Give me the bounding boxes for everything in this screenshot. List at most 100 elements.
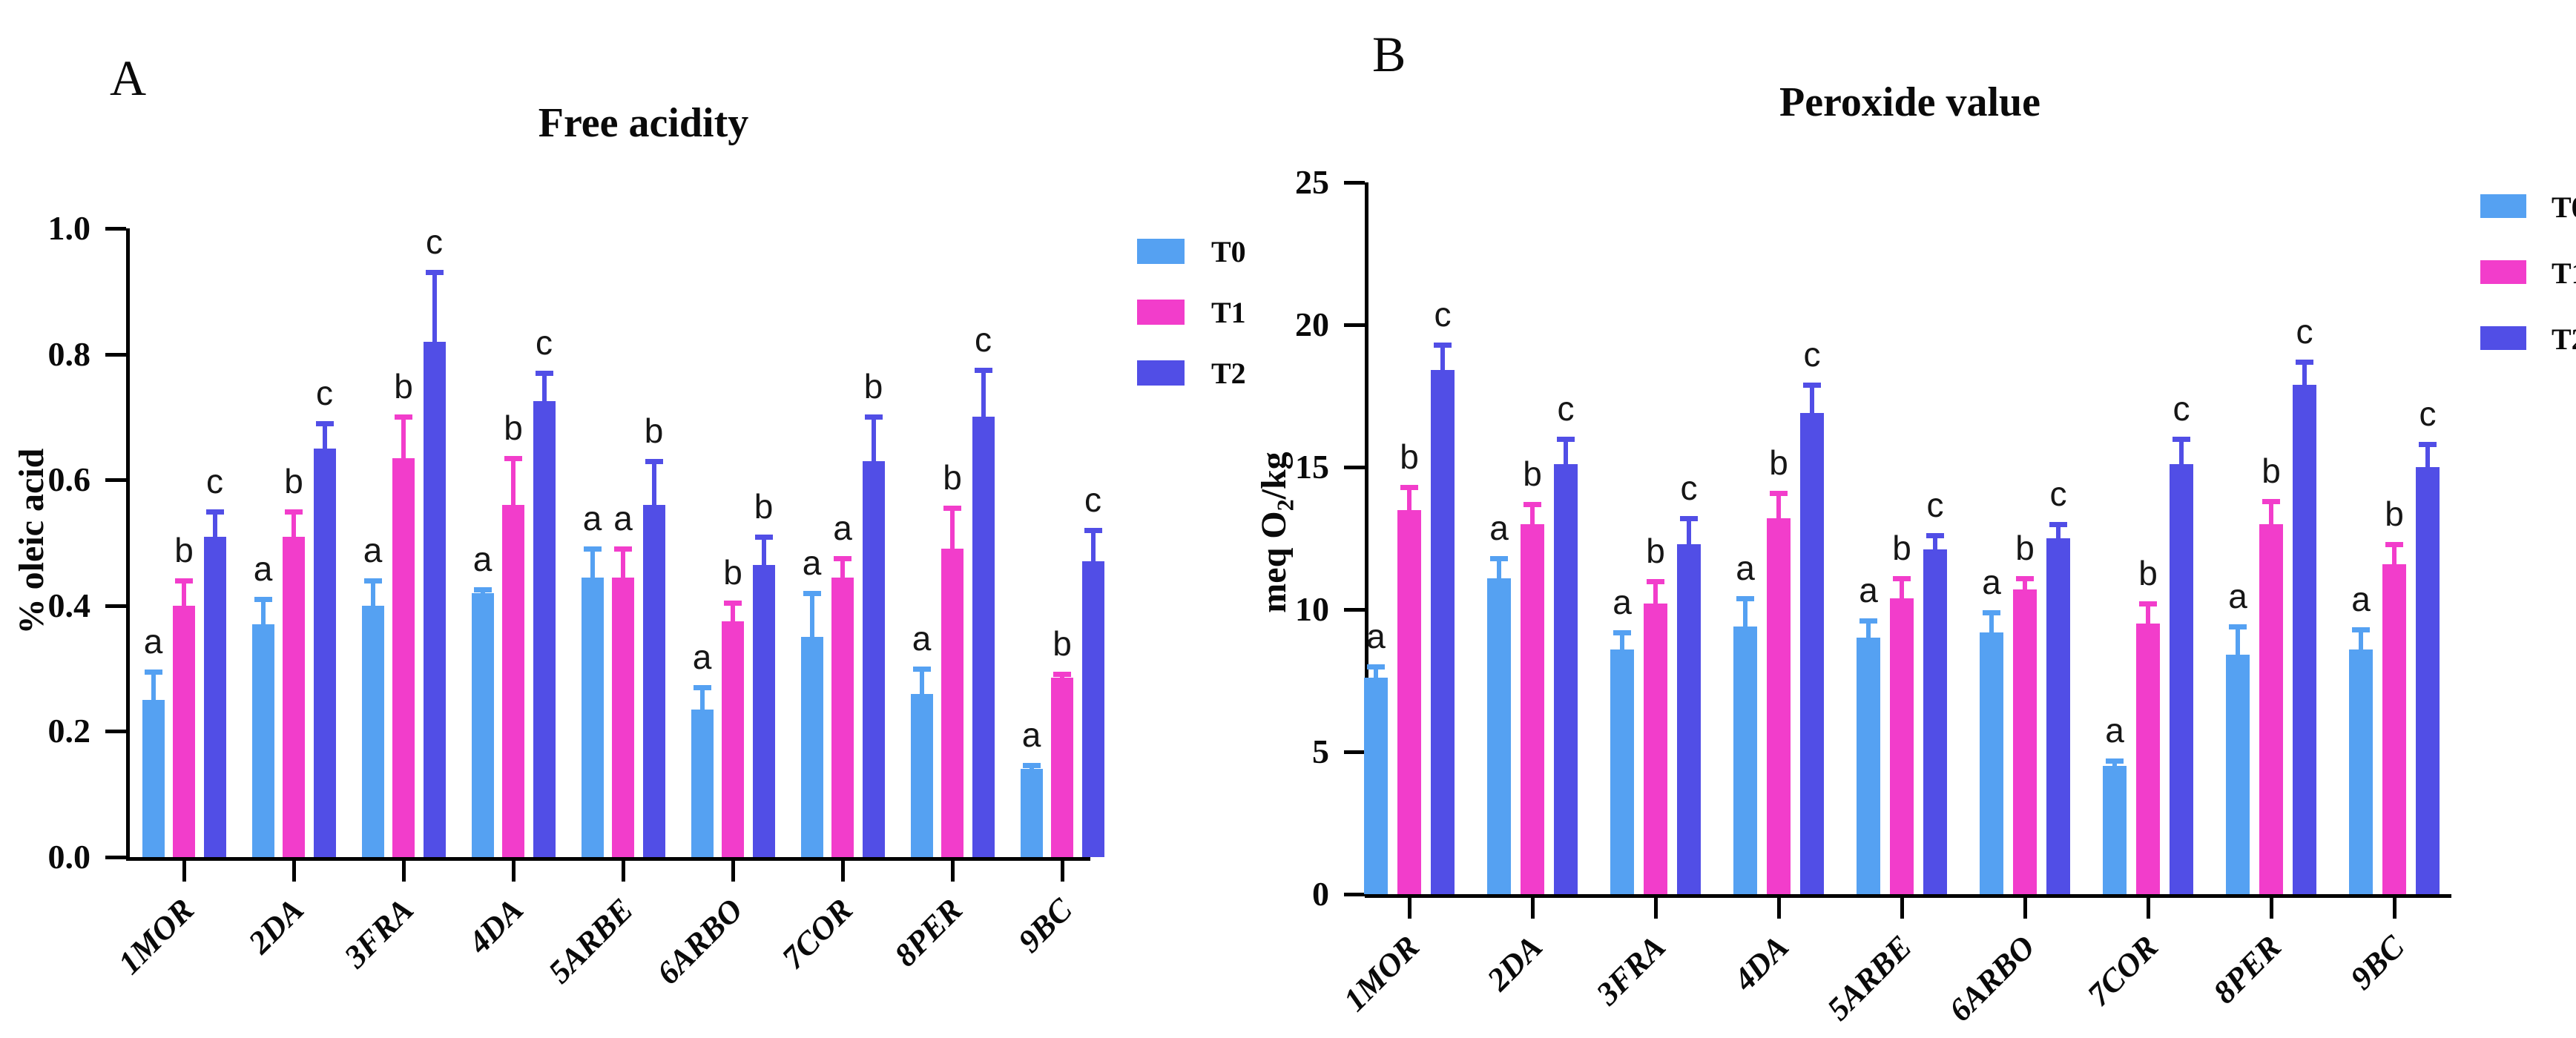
error-bar-T2-7COR [2179, 438, 2184, 465]
error-bar-T2-4DA [1810, 384, 1814, 414]
bar-T0-2DA [1487, 578, 1511, 894]
error-bar-cap-T1-8PER [943, 506, 961, 512]
x-tick [1061, 861, 1064, 882]
bar-T2-8PER [972, 417, 995, 857]
error-bar-T0-1MOR [1374, 666, 1378, 678]
error-bar-cap-T0-5ARBE [583, 546, 602, 552]
error-bar-T2-3FRA [1687, 518, 1691, 544]
bar-T0-8PER [2226, 655, 2250, 894]
sig-letter-T0-6ARBO: a [1982, 562, 2001, 601]
error-bar-T1-4DA [1776, 492, 1781, 519]
bar-T1-5ARBE [1890, 598, 1914, 894]
error-bar-cap-T0-7COR [803, 590, 821, 596]
error-bar-cap-T2-7COR [864, 414, 883, 420]
error-bar-T2-6ARBO [2056, 523, 2061, 538]
bar-T2-7COR [2170, 464, 2193, 894]
y-axis-label-meq-o2-kg: meq O2/kg [1254, 310, 1299, 755]
legend-row-T2: T2 [1137, 357, 1300, 390]
y-tick-label: 0.2 [47, 712, 91, 750]
sig-letter-T2-9BC: c [1084, 480, 1101, 520]
bar-T2-8PER [2293, 384, 2316, 894]
error-bar-cap-T1-2DA [285, 509, 303, 515]
sig-letter-T1-3FRA: b [394, 367, 413, 406]
error-bar-T1-1MOR [182, 580, 186, 606]
bar-T1-7COR [831, 577, 854, 857]
legend-row-T1: T1 [2480, 259, 2576, 290]
bar-T0-5ARBE [1857, 638, 1880, 894]
error-bar-cap-T2-4DA [1803, 382, 1821, 388]
x-tick [1408, 898, 1411, 919]
y-tick [1344, 181, 1365, 185]
error-bar-T0-7COR [809, 592, 814, 638]
y-tick-label: 0.4 [47, 586, 91, 624]
bar-T2-2DA [1554, 464, 1578, 894]
error-bar-cap-T1-6ARBO [2016, 575, 2034, 581]
sig-letter-T1-3FRA: b [1646, 531, 1665, 570]
error-bar-cap-T2-6ARBO [2049, 521, 2067, 527]
error-bar-cap-T0-8PER [2229, 624, 2247, 630]
error-bar-T2-7COR [871, 417, 876, 461]
y-tick [105, 352, 126, 357]
y-tick-label: 25 [1295, 163, 1329, 201]
error-bar-T1-6ARBO [2023, 578, 2027, 590]
error-bar-cap-T1-6ARBO [724, 600, 742, 606]
error-bar-T0-8PER [919, 668, 924, 694]
bar-T0-5ARBE [581, 577, 604, 857]
sig-letter-T1-5ARBE: a [613, 499, 633, 538]
error-bar-cap-T0-8PER [912, 666, 931, 672]
error-bar-cap-T2-8PER [974, 367, 992, 373]
error-bar-T0-2DA [1497, 558, 1501, 578]
x-tick-label: 1MOR [1336, 928, 1426, 1019]
sig-letter-T1-7COR: b [2138, 554, 2158, 593]
chart-title-free-acidity: Free acidity [538, 100, 749, 146]
bar-T0-3FRA [1610, 649, 1634, 894]
sig-letter-T1-2DA: b [1523, 454, 1542, 493]
legend-swatch-T0 [1137, 239, 1185, 264]
y-axis-label-oleic-acid: % oleic acid [11, 319, 56, 764]
bar-T0-8PER [910, 693, 933, 857]
sig-letter-T0-5ARBE: a [1859, 571, 1878, 610]
sig-letter-T0-9BC: a [2351, 579, 2371, 618]
error-bar-cap-T2-8PER [2296, 359, 2313, 365]
sig-letter-T0-8PER: a [2228, 577, 2247, 616]
error-bar-T1-8PER [2269, 501, 2273, 524]
bar-T2-4DA [1800, 413, 1824, 894]
bar-T1-9BC [1051, 678, 1073, 857]
x-tick [1531, 898, 1535, 919]
error-bar-T1-8PER [950, 508, 955, 549]
bar-T0-9BC [2349, 649, 2373, 894]
sig-letter-T0-8PER: a [912, 618, 932, 658]
sig-letter-T0-7COR: a [2105, 710, 2124, 750]
x-tick [512, 861, 515, 882]
bar-T2-5ARBE [1923, 549, 1947, 894]
panel-label-b: B [1372, 26, 1406, 82]
x-tick [2270, 898, 2273, 919]
error-bar-T2-4DA [541, 373, 547, 402]
sig-letter-T2-3FRA: c [1680, 469, 1698, 508]
error-bar-T2-1MOR [1440, 344, 1445, 371]
bar-T2-3FRA [1677, 543, 1701, 894]
error-bar-cap-T1-7COR [2139, 601, 2157, 607]
error-bar-cap-T1-9BC [2385, 541, 2403, 547]
error-bar-cap-T2-1MOR [1434, 342, 1452, 348]
sig-letter-T1-8PER: b [943, 458, 962, 497]
sig-letter-T0-6ARBO: a [692, 638, 712, 677]
error-bar-T0-4DA [1743, 598, 1747, 627]
bar-T1-1MOR [173, 605, 195, 857]
sig-letter-T1-8PER: b [2262, 452, 2281, 491]
bar-T1-4DA [502, 505, 524, 857]
error-bar-cap-T2-3FRA [1680, 516, 1698, 522]
error-bar-cap-T1-2DA [1523, 501, 1541, 507]
sig-letter-T2-6ARBO: b [754, 486, 774, 526]
legend-swatch-T2 [1137, 360, 1185, 386]
error-bar-T2-8PER [2302, 361, 2307, 385]
legend-label-T2: T2 [1211, 357, 1246, 390]
error-bar-cap-T2-1MOR [205, 509, 224, 515]
y-tick [105, 730, 126, 734]
error-bar-cap-T1-9BC [1053, 672, 1071, 678]
x-tick [951, 861, 955, 882]
error-bar-cap-T0-4DA [473, 586, 492, 592]
y-tick [105, 478, 126, 483]
sig-letter-T1-4DA: b [1769, 443, 1788, 482]
sig-letter-T2-1MOR: c [206, 461, 223, 500]
